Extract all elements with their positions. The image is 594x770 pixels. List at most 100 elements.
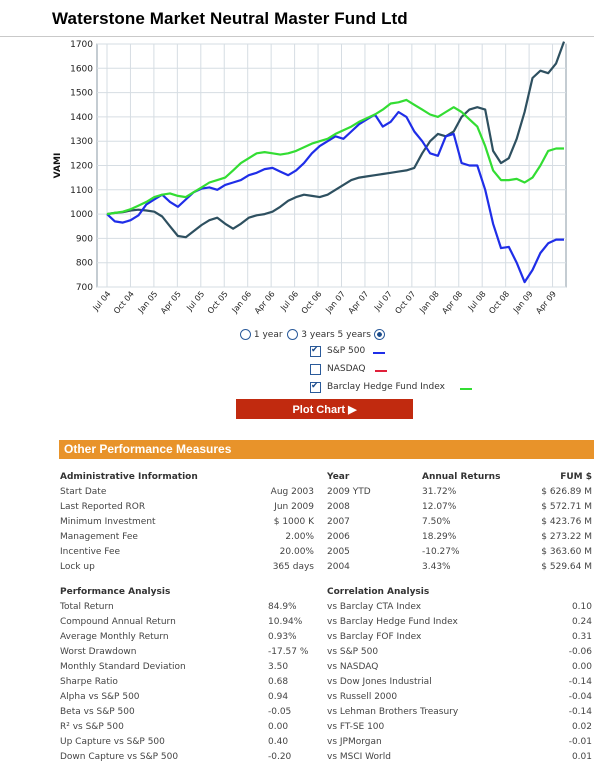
period-selector: 1 year 3 years 5 years bbox=[240, 329, 385, 340]
title-divider bbox=[0, 36, 594, 37]
y-axis-label: VAMI bbox=[53, 153, 63, 179]
radio-3-years[interactable] bbox=[287, 329, 299, 340]
x-tick-label: Jan 07 bbox=[323, 290, 347, 316]
x-tick-label: Apr 06 bbox=[253, 290, 277, 316]
analysis-value: 84.9% bbox=[268, 602, 297, 612]
correlation-analysis-heading: Correlation Analysis bbox=[327, 587, 430, 597]
fum-cell: $ 423.76 M bbox=[541, 517, 592, 527]
fum-header: FUM $ bbox=[560, 472, 592, 482]
y-tick-label: 800 bbox=[76, 259, 93, 269]
correlation-label: vs Barclay Hedge Fund Index bbox=[327, 617, 458, 627]
period-label-5-years: 5 years bbox=[337, 330, 371, 340]
barclay-checkbox[interactable] bbox=[310, 381, 321, 393]
y-tick-label: 700 bbox=[76, 283, 93, 293]
y-tick-label: 1600 bbox=[70, 64, 93, 74]
admin-value: 20.00% bbox=[279, 547, 314, 557]
x-tick-label: Oct 04 bbox=[112, 290, 136, 316]
nasdaq-swatch bbox=[375, 370, 387, 372]
analysis-label: Average Monthly Return bbox=[60, 632, 169, 642]
analysis-value: 0.94 bbox=[268, 692, 289, 702]
year-cell: 2004 bbox=[327, 562, 350, 572]
x-tick-label: Jan 05 bbox=[136, 290, 160, 316]
performance-analysis-heading: Performance Analysis bbox=[60, 587, 171, 597]
annual-return-cell: 7.50% bbox=[422, 517, 451, 527]
fum-cell: $ 363.60 M bbox=[541, 547, 592, 557]
y-tick-label: 1500 bbox=[70, 89, 93, 99]
analysis-label: Down Capture vs S&P 500 bbox=[60, 752, 179, 762]
x-tick-label: Jan 06 bbox=[230, 290, 254, 316]
correlation-label: vs Barclay CTA Index bbox=[327, 602, 422, 612]
year-cell: 2007 bbox=[327, 517, 350, 527]
analysis-value: 3.50 bbox=[268, 662, 289, 672]
fum-cell: $ 529.64 M bbox=[541, 562, 592, 572]
year-header: Year bbox=[327, 472, 350, 482]
fum-cell: $ 273.22 M bbox=[541, 532, 592, 542]
analysis-value: -0.05 bbox=[268, 707, 292, 717]
series-line-fund bbox=[106, 41, 566, 239]
y-tick-label: 1100 bbox=[70, 186, 93, 196]
plot-chart-button[interactable]: Plot Chart ▶ bbox=[236, 399, 413, 419]
series-line-s-p-500 bbox=[106, 110, 564, 284]
annual-return-cell: 31.72% bbox=[422, 487, 457, 497]
x-tick-label: Jan 09 bbox=[511, 290, 535, 316]
nasdaq-checkbox[interactable] bbox=[310, 364, 321, 375]
performance-section-header: Other Performance Measures bbox=[59, 440, 594, 459]
correlation-label: vs MSCI World bbox=[327, 752, 391, 762]
correlation-label: vs S&P 500 bbox=[327, 647, 379, 657]
correlation-label: vs Dow Jones Industrial bbox=[327, 677, 432, 687]
annual-return-cell: 18.29% bbox=[422, 532, 457, 542]
admin-value: $ 1000 K bbox=[273, 517, 314, 527]
correlation-value: -0.14 bbox=[568, 677, 592, 687]
correlation-label: vs Barclay FOF Index bbox=[327, 632, 422, 642]
year-cell: 2006 bbox=[327, 532, 350, 542]
analysis-value: 0.40 bbox=[268, 737, 289, 747]
x-tick-label: Jul 07 bbox=[372, 290, 394, 314]
correlation-value: 0.02 bbox=[571, 722, 592, 732]
barclay-swatch bbox=[460, 388, 472, 390]
nasdaq-label: NASDAQ bbox=[327, 364, 366, 374]
fum-cell: $ 572.71 M bbox=[541, 502, 592, 512]
admin-label: Last Reported ROR bbox=[60, 502, 146, 512]
analysis-value: 0.68 bbox=[268, 677, 289, 687]
vami-chart: 700 800 900 1000 1100 1200 1300 1400 1500 1600 170… bbox=[53, 40, 567, 316]
admin-label: Incentive Fee bbox=[60, 547, 121, 557]
page-title: Waterstone Market Neutral Master Fund Lt… bbox=[52, 9, 408, 28]
annual-return-cell: 3.43% bbox=[422, 562, 451, 572]
x-tick-label: Oct 08 bbox=[487, 290, 511, 316]
x-tick-label: Jul 08 bbox=[466, 290, 488, 314]
period-label-1-year: 1 year bbox=[253, 330, 283, 340]
sp500-checkbox[interactable] bbox=[310, 345, 321, 357]
radio-5-years[interactable] bbox=[373, 329, 385, 340]
correlation-value: 0.00 bbox=[571, 662, 592, 672]
admin-value: Jun 2009 bbox=[274, 502, 314, 512]
admin-value: 365 days bbox=[272, 562, 314, 572]
admin-label: Management Fee bbox=[60, 532, 138, 542]
analysis-label: Alpha vs S&P 500 bbox=[60, 692, 140, 702]
x-tick-label: Apr 07 bbox=[347, 290, 371, 316]
admin-value: 2.00% bbox=[285, 532, 314, 542]
x-tick-label: Oct 07 bbox=[393, 290, 417, 316]
correlation-value: 0.31 bbox=[571, 632, 592, 642]
year-cell: 2008 bbox=[327, 502, 350, 512]
correlation-label: vs Lehman Brothers Treasury bbox=[327, 707, 459, 717]
sp500-swatch bbox=[373, 352, 385, 354]
correlation-label: vs NASDAQ bbox=[327, 662, 379, 672]
admin-value: Aug 2003 bbox=[270, 487, 314, 497]
x-tick-label: Jan 08 bbox=[417, 290, 441, 316]
series-line-barclay-hedge-fund-index bbox=[106, 98, 564, 216]
y-tick-label: 1000 bbox=[70, 210, 93, 220]
correlation-value: -0.06 bbox=[568, 647, 592, 657]
y-tick-label: 1300 bbox=[70, 137, 93, 147]
correlation-value: -0.14 bbox=[568, 707, 592, 717]
analysis-label: Total Return bbox=[60, 602, 114, 612]
x-tick-label: Apr 09 bbox=[534, 290, 558, 316]
period-label-3-years: 3 years bbox=[301, 330, 335, 340]
correlation-value: 0.24 bbox=[571, 617, 592, 627]
analysis-value: -17.57 % bbox=[268, 647, 309, 657]
x-tick-label: Oct 06 bbox=[300, 290, 324, 316]
radio-1-year[interactable] bbox=[240, 329, 251, 340]
barclay-label: Barclay Hedge Fund Index bbox=[327, 382, 445, 392]
annual-return-cell: 12.07% bbox=[422, 502, 457, 512]
analysis-label: Worst Drawdown bbox=[60, 647, 137, 657]
sp500-label: S&P 500 bbox=[327, 346, 366, 356]
